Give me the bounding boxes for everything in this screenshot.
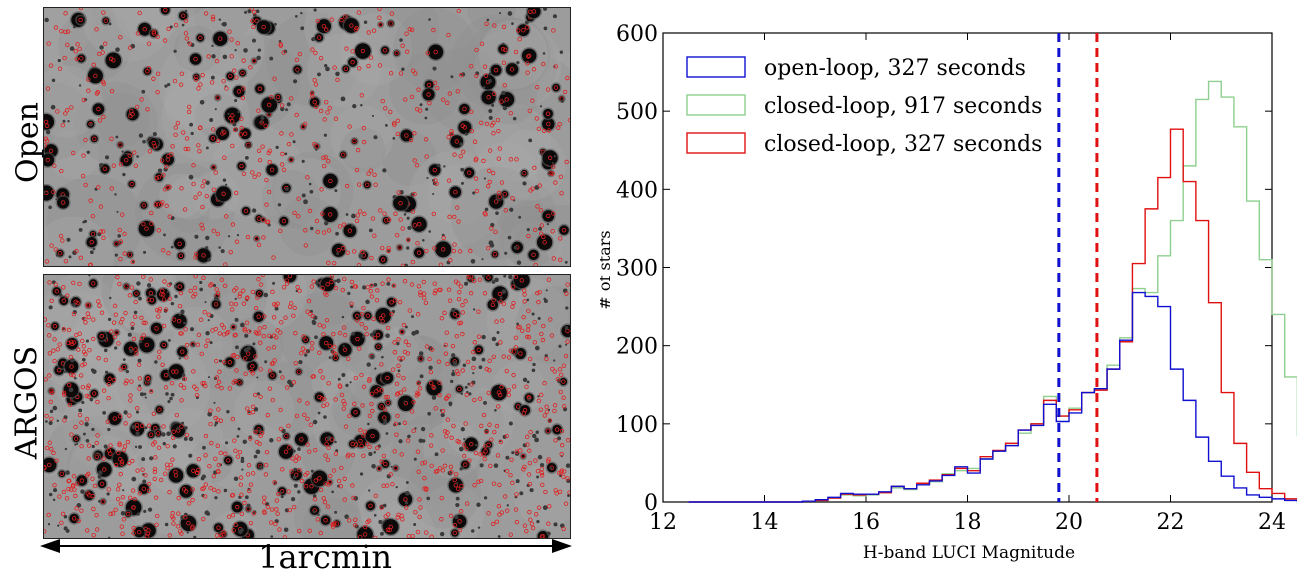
y-tick-label: 300 bbox=[616, 257, 658, 282]
legend-swatch-1 bbox=[686, 56, 746, 78]
legend-swatch-2 bbox=[686, 94, 746, 116]
legend-label-1: open-loop, 327 seconds bbox=[764, 56, 1026, 81]
magnitude-histogram: 12 14 16 18 20 22 24 0 100 200 300 400 500 600 open-l… bbox=[600, 22, 1297, 563]
y-tick-label: 200 bbox=[616, 335, 658, 360]
histogram-series-3 bbox=[688, 128, 1297, 503]
open-loop-star-image bbox=[43, 7, 571, 267]
argos-image-label: ARGOS bbox=[9, 345, 45, 460]
x-tick-label: 12 bbox=[649, 510, 677, 535]
histogram-series-1 bbox=[688, 291, 1297, 503]
open-image-label: Open bbox=[10, 102, 46, 183]
legend-swatch-3 bbox=[686, 132, 746, 154]
x-tick-label: 20 bbox=[1055, 510, 1083, 535]
open-loop-star-field bbox=[44, 8, 570, 266]
x-tick-label: 14 bbox=[751, 510, 779, 535]
argos-star-field bbox=[44, 275, 570, 538]
argos-star-image bbox=[43, 274, 571, 539]
y-tick-label: 500 bbox=[616, 100, 658, 125]
x-tick-label: 16 bbox=[852, 510, 880, 535]
y-tick-label: 400 bbox=[616, 178, 658, 203]
y-axis-label: # of stars bbox=[600, 230, 614, 309]
scale-bar-label: 1arcmin bbox=[258, 538, 392, 576]
x-axis-label: H-band LUCI Magnitude bbox=[863, 543, 1075, 563]
legend-label-2: closed-loop, 917 seconds bbox=[764, 94, 1042, 119]
scale-bar-arrow bbox=[40, 539, 572, 553]
y-tick-label: 100 bbox=[616, 413, 658, 438]
y-tick-label: 600 bbox=[616, 22, 658, 47]
x-tick-label: 22 bbox=[1157, 510, 1185, 535]
legend-label-3: closed-loop, 327 seconds bbox=[764, 132, 1042, 157]
y-tick-label: 0 bbox=[644, 491, 658, 516]
x-tick-label: 24 bbox=[1258, 510, 1286, 535]
x-tick-label: 18 bbox=[954, 510, 982, 535]
